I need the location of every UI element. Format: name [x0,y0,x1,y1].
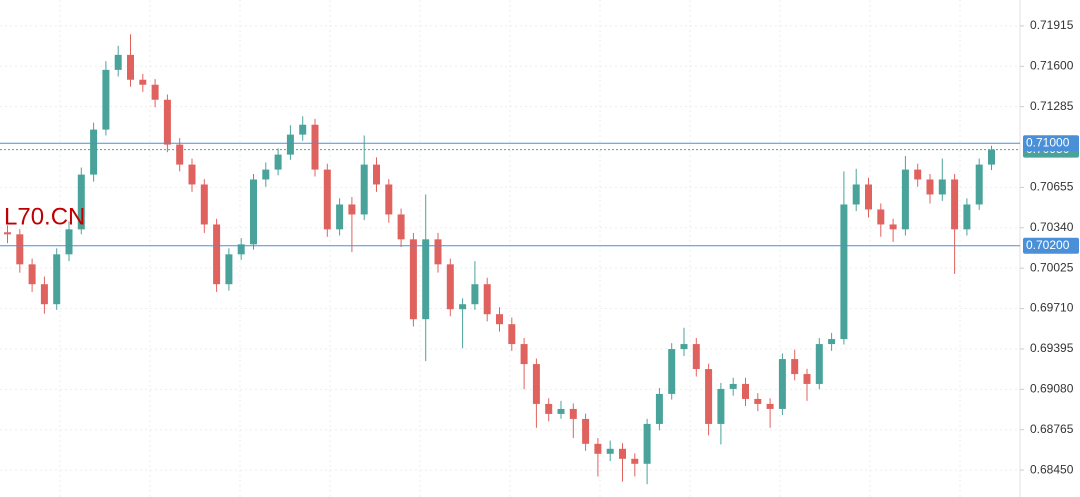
candle-body [28,264,36,285]
candle-body [692,344,700,370]
candle-body [889,224,897,230]
candle-body [569,408,577,419]
candle-body [815,344,823,384]
candle-body [557,408,565,414]
candle-body [286,134,294,155]
candle-body [90,129,98,175]
candle-body [53,254,61,305]
candle-body [4,232,11,235]
candle-body [901,169,909,230]
candle-body [988,149,995,165]
candle-body [336,204,344,230]
candle-body [188,164,196,185]
candle-body [754,398,762,404]
candle-body [655,393,663,424]
candle-body [102,69,110,130]
candle-body [496,314,503,325]
y-tick-label: 0.69395 [1030,341,1074,355]
candle-body [373,164,380,185]
candle-body [360,164,368,215]
candle-body [840,204,848,340]
candle-body [766,403,774,409]
candle-body [459,304,467,310]
candle-body [668,349,676,394]
y-tick-label: 0.70340 [1030,220,1074,234]
candle-body [114,54,122,70]
candle-body [926,179,934,195]
candle-body [446,264,454,310]
candle-body [914,169,922,180]
candle-body [877,209,885,225]
y-tick-label: 0.71600 [1030,58,1074,72]
candle-body [422,239,430,320]
candle-body [852,184,860,205]
candle-body [139,79,147,85]
candle-body [545,403,553,414]
candle-body [742,383,749,399]
candle-body [163,99,171,145]
candle-body [434,239,442,265]
y-tick-label: 0.69710 [1030,301,1074,315]
candle-body [323,169,331,230]
candle-body [791,359,799,375]
y-tick-label: 0.70655 [1030,180,1074,194]
candle-body [778,359,786,409]
candle-body [65,229,73,255]
candle-body [594,443,602,454]
candle-body [938,179,946,195]
candle-body [680,344,688,350]
candle-body [274,154,282,170]
candle-body [619,448,626,459]
candle-body [643,423,651,464]
candle-body [508,324,516,345]
level-label: 0.71000 [1026,135,1070,149]
candle-body [250,179,257,245]
level-label-bg [1023,135,1079,152]
candle-body [975,164,983,205]
candle-body [606,448,614,454]
candle-body [963,204,971,230]
candle-body [385,184,393,215]
candle-body [262,169,270,180]
candle-body [520,344,528,365]
candle-body [828,339,836,345]
candle-body [237,244,245,255]
y-tick-label: 0.71915 [1030,18,1074,32]
candle-body [582,418,590,444]
y-tick-label: 0.70025 [1030,260,1074,274]
candle-body [631,458,639,464]
candle-body [532,364,540,404]
level-label-bg [1023,237,1079,254]
candle-body [865,184,872,210]
candle-body [40,284,48,305]
candle-body [311,124,319,170]
candle-body [348,204,356,215]
candle-body [951,179,959,230]
annotation: L70.CN [4,203,85,230]
candle-body [409,239,417,320]
y-tick-label: 0.71285 [1030,99,1074,113]
y-tick-label: 0.68450 [1030,462,1074,476]
candle-body [77,174,85,230]
candle-body [717,388,725,424]
y-tick-label: 0.69080 [1030,381,1074,395]
candle-body [151,84,159,100]
candle-body [225,254,233,285]
level-label: 0.70200 [1026,238,1070,252]
candle-body [16,234,24,265]
candle-body [176,144,184,165]
candle-body [483,284,491,315]
candle-body [127,54,134,80]
candle-body [213,224,221,285]
candle-body [397,214,405,240]
candle-body [803,374,811,384]
candle-body [729,383,737,389]
candle-body [299,124,307,135]
candle-body [200,184,208,225]
candle-body [471,284,479,305]
y-tick-label: 0.68765 [1030,422,1074,436]
candle-body [705,369,713,424]
